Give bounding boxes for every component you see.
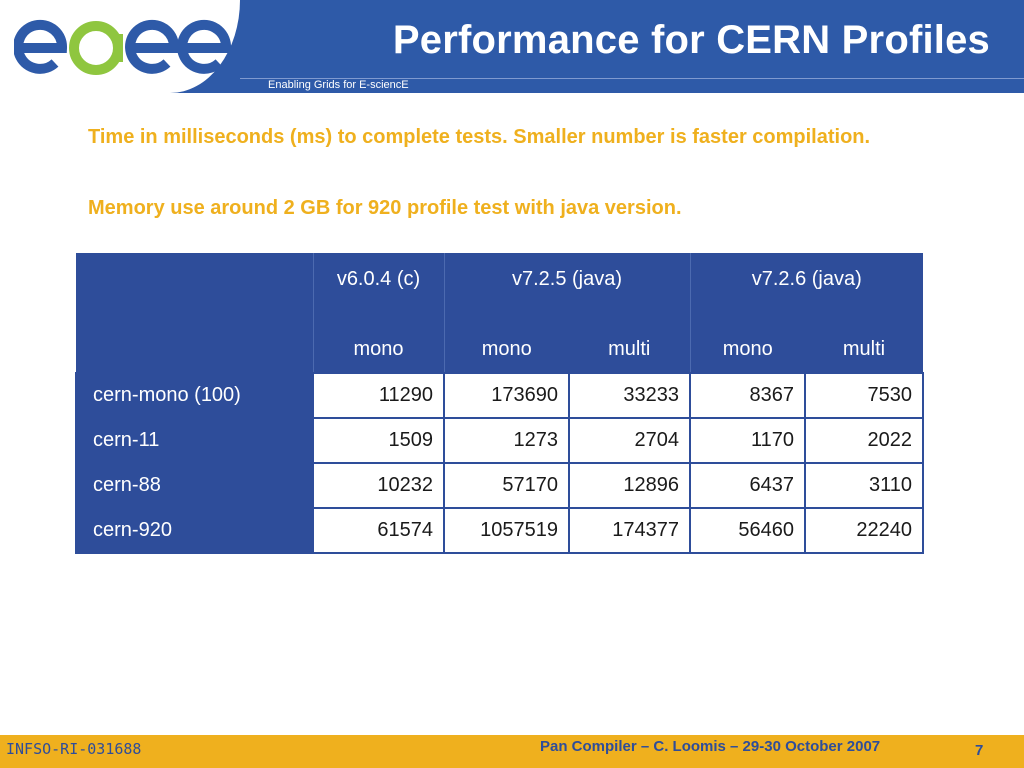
- mode-header: mono: [443, 327, 569, 373]
- table-cell: 2704: [568, 417, 691, 464]
- version-header: v7.2.5 (java): [443, 253, 690, 327]
- mode-header: multi: [569, 327, 690, 373]
- table-cell: 12896: [568, 462, 691, 509]
- table-cell: 1509: [312, 417, 445, 464]
- table-cell: 11290: [312, 372, 445, 419]
- table-cell: 173690: [443, 372, 570, 419]
- table-cell: 7530: [804, 372, 924, 419]
- page-title: Performance for CERN Profiles: [392, 18, 990, 62]
- mode-header: mono: [689, 327, 805, 373]
- table-cell: 2022: [804, 417, 924, 464]
- table-row: cern-11 1509 1273 2704 1170 2022: [75, 417, 924, 464]
- footer-caption: Pan Compiler – C. Loomis – 29-30 October…: [540, 738, 881, 755]
- table-cell: 1170: [689, 417, 806, 464]
- row-label: cern-mono (100): [75, 372, 313, 419]
- memory-note: Memory use around 2 GB for 920 profile t…: [88, 197, 682, 219]
- table-cell: 10232: [312, 462, 445, 509]
- table-cell: 6437: [689, 462, 806, 509]
- table-cell: 8367: [689, 372, 806, 419]
- corner-cell: [76, 327, 313, 373]
- table-header-row: v6.0.4 (c) v7.2.5 (java) v7.2.6 (java): [76, 253, 923, 327]
- table-cell: 3110: [804, 462, 924, 509]
- table-row: cern-88 10232 57170 12896 6437 3110: [75, 462, 924, 509]
- table-cell: 174377: [568, 507, 691, 554]
- header-subtitle: Enabling Grids for E-sciencE: [268, 79, 409, 91]
- table-cell: 33233: [568, 372, 691, 419]
- version-header: v6.0.4 (c): [312, 253, 444, 327]
- version-header: v7.2.6 (java): [689, 253, 923, 327]
- table-cell: 61574: [312, 507, 445, 554]
- table-subheader-row: mono mono multi mono multi: [76, 327, 923, 373]
- mode-header: multi: [805, 327, 923, 373]
- row-label: cern-11: [75, 417, 313, 464]
- project-id: INFSO-RI-031688: [6, 740, 142, 758]
- row-label: cern-920: [75, 507, 313, 554]
- table-row: cern-920 61574 1057519 174377 56460 2224…: [75, 507, 924, 554]
- table-cell: 1273: [443, 417, 570, 464]
- table-cell: 22240: [804, 507, 924, 554]
- table-cell: 57170: [443, 462, 570, 509]
- egee-logo: [14, 19, 232, 75]
- page-number: 7: [975, 742, 984, 759]
- row-label: cern-88: [75, 462, 313, 509]
- mode-header: mono: [312, 327, 444, 373]
- header-divider: [240, 78, 1024, 79]
- table-row: cern-mono (100) 11290 173690 33233 8367 …: [75, 372, 924, 419]
- logo-area: [0, 0, 240, 93]
- footer-bar: [0, 735, 1024, 768]
- table-cell: 56460: [689, 507, 806, 554]
- performance-table: v6.0.4 (c) v7.2.5 (java) v7.2.6 (java) m…: [75, 253, 924, 554]
- table-cell: 1057519: [443, 507, 570, 554]
- corner-cell: [76, 253, 313, 327]
- description-paragraph: Time in milliseconds (ms) to complete te…: [88, 126, 871, 148]
